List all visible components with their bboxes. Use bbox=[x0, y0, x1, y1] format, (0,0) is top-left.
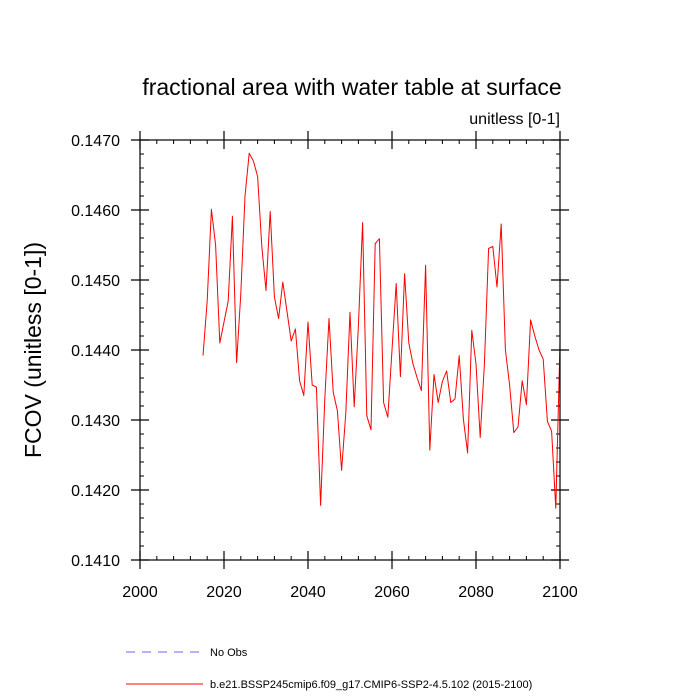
legend-label-model: b.e21.BSSP245cmip6.f09_g17.CMIP6-SSP2-4.… bbox=[210, 679, 532, 691]
x-tick-label: 2100 bbox=[542, 584, 578, 601]
units-label: unitless [0-1] bbox=[469, 111, 560, 128]
legend: No Obs b.e21.BSSP245cmip6.f09_g17.CMIP6-… bbox=[126, 647, 532, 691]
tick-labels: 2000 2020 2040 2060 2080 2100 0.1410 0.1420 0.14… bbox=[71, 133, 578, 601]
y-tick-label: 0.1450 bbox=[71, 273, 120, 290]
y-tick-label: 0.1460 bbox=[71, 203, 120, 220]
legend-label-no-obs: No Obs bbox=[210, 647, 248, 659]
plot-frame bbox=[139, 139, 561, 561]
series-line bbox=[202, 152, 561, 509]
y-tick-label: 0.1440 bbox=[71, 343, 120, 360]
major-ticks bbox=[131, 131, 569, 569]
x-tick-label: 2020 bbox=[206, 584, 242, 601]
x-tick-label: 2080 bbox=[458, 584, 494, 601]
chart-title: fractional area with water table at surf… bbox=[142, 74, 561, 100]
series-group bbox=[202, 152, 561, 509]
y-tick-label: 0.1430 bbox=[71, 413, 120, 430]
y-tick-label: 0.1410 bbox=[71, 553, 120, 570]
y-tick-label: 0.1420 bbox=[71, 483, 120, 500]
x-tick-label: 2000 bbox=[122, 584, 158, 601]
y-tick-label: 0.1470 bbox=[71, 133, 120, 150]
x-tick-label: 2060 bbox=[374, 584, 410, 601]
y-axis-label: FCOV (unitless [0-1]) bbox=[20, 242, 46, 458]
x-tick-label: 2040 bbox=[290, 584, 326, 601]
